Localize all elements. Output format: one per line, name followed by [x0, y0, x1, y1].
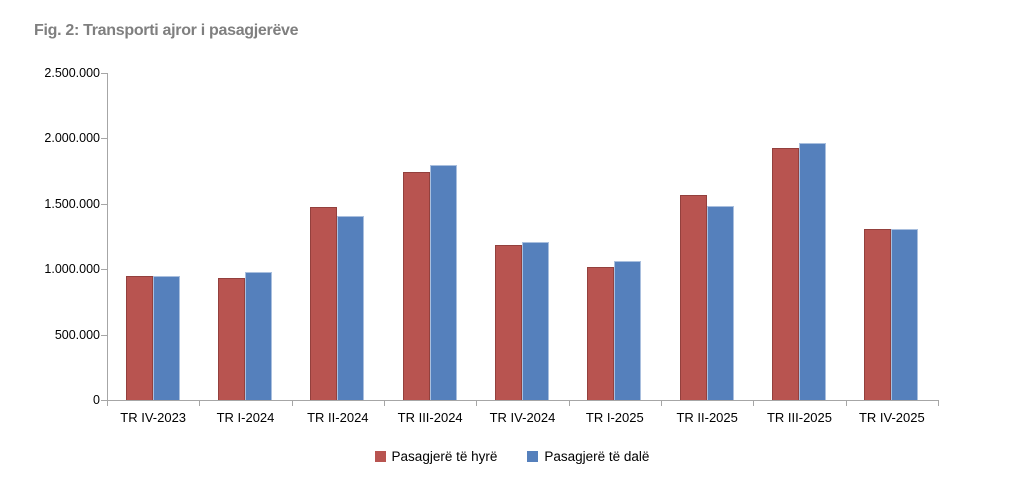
y-axis-tick-label: 2.000.000: [44, 131, 100, 145]
legend-item-dale: Pasagjerë të dalë: [527, 449, 649, 464]
bar-pasagjerë-të-dalë-TR-III-2025: [799, 142, 826, 400]
x-axis-tick: [846, 401, 847, 406]
chart-legend: Pasagjerë të hyrë Pasagjerë të dalë: [0, 449, 1024, 464]
y-axis-line: [107, 73, 108, 401]
bar-pasagjerë-të-hyrë-TR-III-2025: [772, 148, 799, 400]
bar-pasagjerë-të-hyrë-TR-I-2025: [587, 266, 615, 400]
x-axis-tick: [292, 401, 293, 406]
y-axis-tick: [101, 335, 107, 336]
x-axis-tick: [938, 401, 939, 406]
x-axis-tick: [476, 401, 477, 406]
x-axis-category-label: TR II-2024: [307, 410, 369, 425]
x-axis-category-label: TR IV-2023: [120, 410, 187, 425]
bar-pasagjerë-të-hyrë-TR-IV-2025: [864, 229, 892, 400]
x-axis-category-label: TR IV-2024: [489, 410, 556, 425]
x-axis-category-label: TR III-2025: [766, 410, 832, 425]
y-axis-tick-label: 0: [93, 393, 100, 407]
bar-pasagjerë-të-dalë-TR-II-2024: [337, 216, 365, 400]
y-axis-tick-label: 500.000: [54, 328, 100, 342]
bar-pasagjerë-të-hyrë-TR-I-2024: [218, 278, 245, 400]
x-axis-tick: [661, 401, 662, 406]
x-axis-tick: [199, 401, 200, 406]
legend-label-hyre: Pasagjerë të hyrë: [391, 449, 498, 464]
bar-pasagjerë-të-dalë-TR-I-2025: [614, 260, 642, 400]
y-axis-tick-label: 1.000.000: [44, 262, 100, 276]
bar-pasagjerë-të-hyrë-TR-IV-2023: [125, 275, 153, 400]
bar-pasagjerë-të-dalë-TR-II-2025: [706, 206, 734, 400]
bar-pasagjerë-të-dalë-TR-IV-2025: [891, 228, 919, 400]
x-axis-category-label: TR IV-2025: [858, 410, 925, 425]
y-axis-tick: [101, 138, 107, 139]
x-axis-category-label: TR I-2024: [216, 410, 275, 425]
bar-pasagjerë-të-hyrë-TR-IV-2024: [495, 245, 522, 400]
y-axis-tick-label: 1.500.000: [44, 197, 100, 211]
x-axis-category-label: TR II-2025: [676, 410, 738, 425]
x-axis-category-label: TR III-2024: [397, 410, 463, 425]
legend-swatch-dale-icon: [527, 451, 539, 462]
x-axis-category-label: TR I-2025: [585, 410, 644, 425]
bar-pasagjerë-të-dalë-TR-IV-2024: [522, 242, 549, 400]
bar-pasagjerë-të-dalë-TR-IV-2023: [152, 276, 180, 400]
y-axis-tick: [101, 400, 107, 401]
y-axis-tick: [101, 73, 107, 74]
bar-pasagjerë-të-hyrë-TR-III-2024: [402, 171, 430, 400]
chart-title: Fig. 2: Transporti ajror i pasagjerëve: [34, 22, 299, 39]
bar-pasagjerë-të-hyrë-TR-II-2025: [679, 194, 707, 400]
legend-item-hyre: Pasagjerë të hyrë: [374, 449, 498, 464]
x-axis-tick: [569, 401, 570, 406]
legend-label-dale: Pasagjerë të dalë: [544, 449, 650, 464]
x-axis-tick: [753, 401, 754, 406]
y-axis-tick: [101, 204, 107, 205]
legend-swatch-hyre-icon: [374, 451, 386, 462]
bar-pasagjerë-të-dalë-TR-I-2024: [245, 272, 272, 400]
x-axis-tick: [384, 401, 385, 406]
bar-pasagjerë-të-hyrë-TR-II-2024: [310, 207, 338, 400]
y-axis-tick: [101, 269, 107, 270]
x-axis-line: [107, 400, 939, 401]
y-axis-tick-label: 2.500.000: [44, 66, 100, 80]
bar-pasagjerë-të-dalë-TR-III-2024: [429, 165, 457, 400]
x-axis-tick: [107, 401, 108, 406]
